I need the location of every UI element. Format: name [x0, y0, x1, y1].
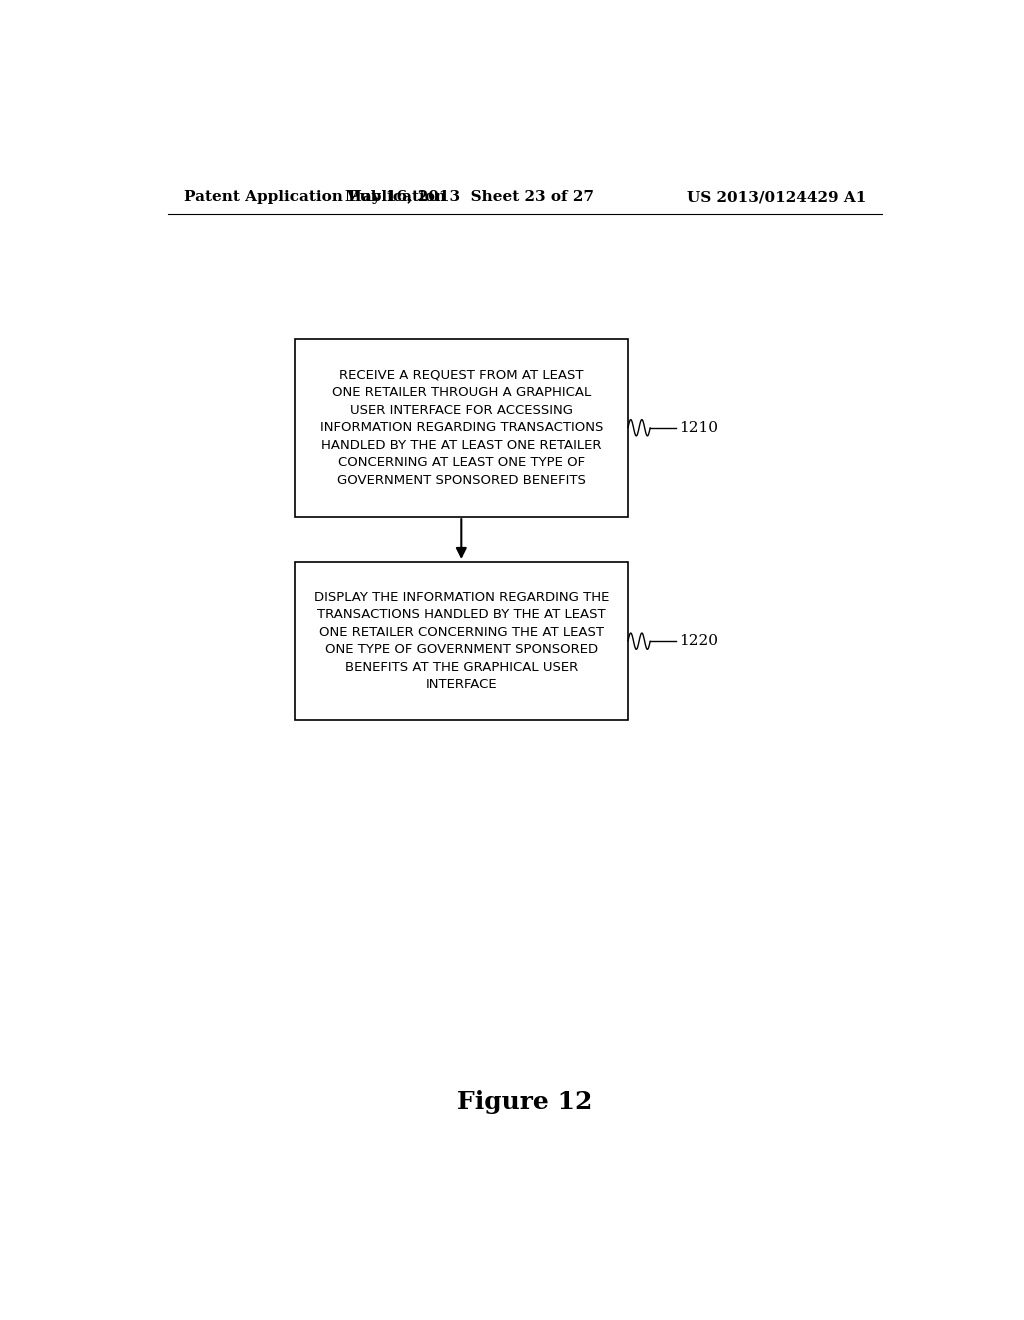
Text: May 16, 2013  Sheet 23 of 27: May 16, 2013 Sheet 23 of 27	[345, 190, 594, 205]
Text: 1220: 1220	[680, 634, 719, 648]
Text: 1210: 1210	[680, 421, 719, 434]
Text: RECEIVE A REQUEST FROM AT LEAST
ONE RETAILER THROUGH A GRAPHICAL
USER INTERFACE : RECEIVE A REQUEST FROM AT LEAST ONE RETA…	[319, 368, 603, 487]
Bar	[295, 339, 628, 516]
Text: Patent Application Publication: Patent Application Publication	[183, 190, 445, 205]
Bar	[295, 562, 628, 719]
Text: Figure 12: Figure 12	[457, 1089, 593, 1114]
Text: US 2013/0124429 A1: US 2013/0124429 A1	[687, 190, 866, 205]
Text: DISPLAY THE INFORMATION REGARDING THE
TRANSACTIONS HANDLED BY THE AT LEAST
ONE R: DISPLAY THE INFORMATION REGARDING THE TR…	[313, 591, 609, 692]
